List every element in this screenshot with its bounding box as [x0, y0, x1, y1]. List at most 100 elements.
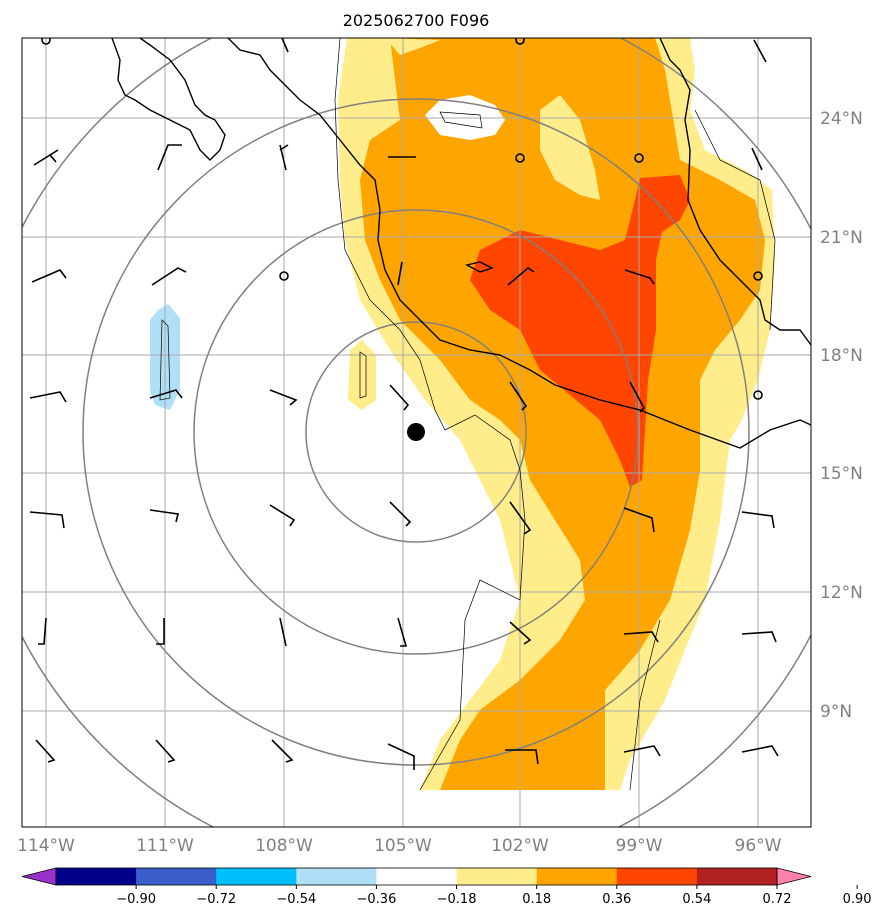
wind-barb	[31, 269, 67, 283]
range-ring-1	[305, 321, 527, 543]
lon-label: 114°W	[17, 836, 75, 856]
colorbar: −0.90 −0.72 −0.54 −0.36 −0.18 0.18 0.36 0.54 0.7…	[21, 867, 872, 907]
contour-fill-small	[348, 340, 376, 410]
lon-label: 99°W	[616, 836, 663, 856]
lat-label: 9°N	[820, 702, 852, 722]
lon-label: 111°W	[136, 836, 194, 856]
colorbar-tick-label: 0.36	[602, 892, 631, 907]
colorbar-tick-label: −0.18	[437, 892, 477, 907]
wind-barb	[629, 381, 645, 413]
lon-label: 96°W	[735, 836, 782, 856]
wind-barb	[509, 501, 532, 535]
calm-circle	[279, 271, 289, 281]
wind-barb	[269, 504, 296, 527]
graticule	[22, 38, 811, 827]
wind-barb	[155, 739, 176, 763]
contour-fill-pocket	[540, 95, 600, 200]
calm-markers	[41, 38, 763, 400]
colorbar-segment	[536, 868, 618, 885]
colorbar-segment	[56, 868, 137, 885]
lat-label: 18°N	[820, 346, 863, 366]
wind-barb	[741, 745, 779, 757]
coastlines	[111, 38, 811, 449]
thin-contours	[159, 38, 776, 791]
wind-barb	[279, 144, 289, 171]
wind-barb	[151, 267, 187, 286]
range-ring-3	[82, 98, 750, 766]
lat-label: 15°N	[820, 464, 863, 484]
colorbar-tick-label: 0.90	[843, 892, 872, 907]
shaded-field	[150, 38, 775, 790]
colorbar-frame	[55, 867, 778, 886]
map-area	[22, 38, 811, 827]
colorbar-tick-label: 0.54	[682, 892, 711, 907]
coastline-mainland	[227, 38, 811, 449]
map-title: 2025062700 F096	[343, 11, 490, 30]
colorbar-segment	[216, 868, 297, 885]
wind-barb	[397, 617, 408, 647]
colorbar-segment	[456, 868, 538, 885]
colorbar-tick-label: −0.72	[196, 892, 236, 907]
wind-barb	[623, 507, 655, 533]
contour-fill-pocket2	[385, 38, 440, 55]
wind-barb	[29, 511, 65, 529]
coastline-island	[465, 261, 494, 273]
wind-barb	[507, 266, 535, 286]
wind-barb	[623, 631, 659, 643]
wind-barb	[505, 749, 539, 765]
wind-barb	[38, 617, 47, 645]
wind-barb	[157, 144, 182, 171]
storm-center-dot	[407, 423, 425, 441]
coastline-baja	[111, 38, 226, 161]
wind-barb	[509, 621, 532, 645]
wind-barb	[149, 389, 183, 399]
map-frame	[21, 37, 812, 828]
range-rings	[22, 38, 811, 827]
colorbar-segment	[616, 868, 698, 885]
wind-barb	[741, 511, 775, 529]
lon-label: 105°W	[374, 836, 432, 856]
range-ring-2	[193, 209, 639, 655]
lat-labels: 24°N 21°N 18°N 15°N 12°N 9°N	[820, 109, 863, 722]
colorbar-tick-label: −0.54	[276, 892, 316, 907]
calm-circle	[515, 153, 525, 163]
wind-barb	[397, 261, 403, 286]
lat-label: 24°N	[820, 109, 863, 129]
colorbar-segment	[376, 868, 458, 885]
coastline-gulf-east	[659, 38, 811, 346]
wind-barb	[389, 501, 412, 527]
colorbar-tick-label: −0.90	[116, 892, 156, 907]
wind-barb	[33, 149, 59, 166]
calm-circle	[515, 38, 525, 45]
wind-barb	[389, 384, 410, 411]
wind-barb	[271, 739, 294, 763]
wind-barb	[269, 389, 298, 406]
wind-barb	[279, 617, 287, 647]
calm-circle	[753, 271, 763, 281]
wind-barb	[753, 39, 767, 63]
lon-label: 102°W	[491, 836, 549, 856]
lon-label: 108°W	[255, 836, 313, 856]
colorbar-segment	[696, 868, 778, 885]
lat-label: 21°N	[820, 228, 863, 248]
lon-labels: 114°W 111°W 108°W 105°W 102°W 99°W 96°W	[17, 836, 782, 856]
colorbar-extend-low	[21, 867, 57, 886]
colorbar-segment	[296, 868, 377, 885]
wind-barb	[624, 269, 655, 285]
wind-barb	[29, 391, 67, 403]
wind-barb	[149, 509, 179, 523]
lat-label: 12°N	[820, 583, 863, 603]
colorbar-tick-label: 0.72	[763, 892, 792, 907]
wind-barb	[741, 631, 777, 643]
calm-circle	[41, 38, 51, 45]
calm-circle	[753, 390, 763, 400]
wind-barb	[387, 743, 415, 770]
colorbar-tick-label: 0.18	[522, 892, 551, 907]
wind-barb	[623, 745, 661, 757]
wind-barb	[281, 38, 289, 53]
wind-barb	[509, 381, 528, 411]
wind-barb	[156, 618, 165, 645]
wind-barb	[751, 147, 763, 171]
wind-barb	[35, 739, 56, 763]
